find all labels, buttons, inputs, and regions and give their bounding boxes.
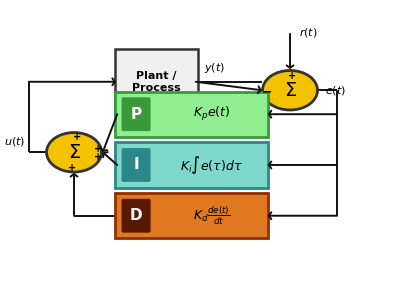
Text: I: I — [133, 157, 139, 173]
Text: Plant /
Process: Plant / Process — [132, 71, 181, 92]
Text: +: + — [68, 162, 76, 173]
Circle shape — [262, 70, 318, 110]
Circle shape — [46, 133, 102, 172]
Text: $u(t)$: $u(t)$ — [4, 135, 25, 148]
FancyBboxPatch shape — [122, 97, 150, 131]
Text: +: + — [94, 144, 102, 154]
Text: $K_i\int e(\tau)d\tau$: $K_i\int e(\tau)d\tau$ — [180, 154, 242, 176]
FancyBboxPatch shape — [115, 92, 268, 137]
Text: P: P — [130, 107, 142, 122]
FancyBboxPatch shape — [122, 199, 150, 233]
Text: $K_d\frac{de(t)}{dt}$: $K_d\frac{de(t)}{dt}$ — [192, 204, 230, 227]
Text: −: − — [262, 85, 272, 98]
FancyBboxPatch shape — [115, 193, 268, 238]
Text: $e(t)$: $e(t)$ — [324, 84, 346, 97]
FancyBboxPatch shape — [115, 49, 198, 114]
Text: $K_p e(t)$: $K_p e(t)$ — [192, 105, 230, 123]
Text: $\Sigma$: $\Sigma$ — [68, 143, 80, 162]
Text: D: D — [130, 208, 142, 223]
Text: +: + — [288, 70, 296, 81]
Text: +: + — [73, 132, 81, 142]
FancyBboxPatch shape — [115, 142, 268, 188]
FancyBboxPatch shape — [122, 148, 150, 182]
Text: $r(t)$: $r(t)$ — [299, 26, 317, 39]
Text: $\Sigma$: $\Sigma$ — [284, 81, 296, 100]
Text: $y(t)$: $y(t)$ — [204, 61, 225, 75]
Text: +: + — [94, 151, 102, 162]
